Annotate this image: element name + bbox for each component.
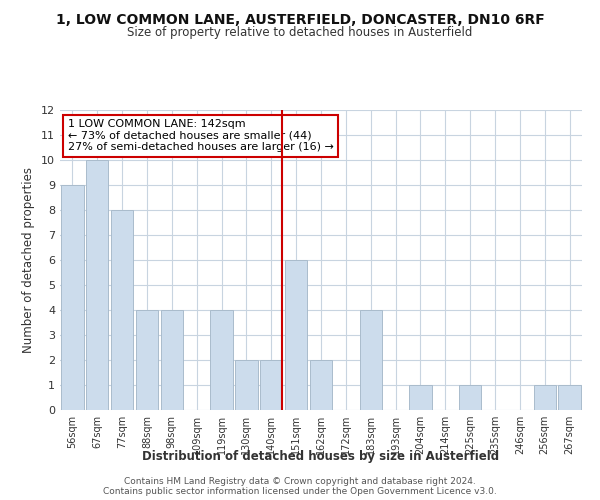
- Text: Contains HM Land Registry data © Crown copyright and database right 2024.: Contains HM Land Registry data © Crown c…: [124, 478, 476, 486]
- Bar: [310, 360, 332, 410]
- Bar: [161, 310, 183, 410]
- Y-axis label: Number of detached properties: Number of detached properties: [22, 167, 35, 353]
- Text: Contains public sector information licensed under the Open Government Licence v3: Contains public sector information licen…: [103, 488, 497, 496]
- Bar: [533, 385, 556, 410]
- Text: 1 LOW COMMON LANE: 142sqm
← 73% of detached houses are smaller (44)
27% of semi-: 1 LOW COMMON LANE: 142sqm ← 73% of detac…: [68, 119, 334, 152]
- Bar: [211, 310, 233, 410]
- Bar: [235, 360, 257, 410]
- Text: Size of property relative to detached houses in Austerfield: Size of property relative to detached ho…: [127, 26, 473, 39]
- Bar: [260, 360, 283, 410]
- Bar: [459, 385, 481, 410]
- Bar: [111, 210, 133, 410]
- Bar: [359, 310, 382, 410]
- Bar: [86, 160, 109, 410]
- Bar: [285, 260, 307, 410]
- Bar: [136, 310, 158, 410]
- Bar: [559, 385, 581, 410]
- Text: Distribution of detached houses by size in Austerfield: Distribution of detached houses by size …: [142, 450, 500, 463]
- Bar: [61, 185, 83, 410]
- Bar: [409, 385, 431, 410]
- Text: 1, LOW COMMON LANE, AUSTERFIELD, DONCASTER, DN10 6RF: 1, LOW COMMON LANE, AUSTERFIELD, DONCAST…: [56, 12, 544, 26]
